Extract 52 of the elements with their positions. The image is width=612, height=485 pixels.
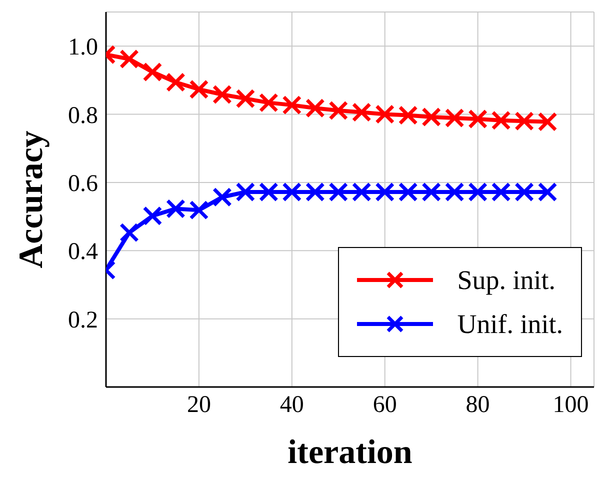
y-tick-label: 0.8: [68, 102, 98, 129]
point: [189, 200, 209, 220]
point: [258, 92, 278, 112]
point: [166, 198, 186, 218]
point: [328, 100, 348, 120]
point: [538, 112, 558, 132]
point: [166, 72, 186, 92]
point: [236, 88, 256, 108]
y-tick-label: 0.6: [68, 170, 98, 197]
point: [282, 95, 302, 115]
point: [142, 206, 162, 226]
point: [119, 222, 139, 242]
point: [375, 104, 395, 124]
point: [305, 182, 325, 202]
point: [352, 102, 372, 122]
y-tick-label: 0.2: [68, 307, 98, 334]
point: [514, 111, 534, 131]
point: [212, 84, 232, 104]
point: [282, 182, 302, 202]
x-tick-label: 100: [552, 392, 589, 418]
point: [468, 182, 488, 202]
point: [258, 182, 278, 202]
point: [142, 62, 162, 82]
x-tick-label: 40: [280, 392, 304, 418]
point: [375, 182, 395, 202]
point: [491, 182, 511, 202]
point: [352, 182, 372, 202]
point: [491, 110, 511, 130]
x-tick-label: 80: [466, 392, 490, 418]
point: [444, 182, 464, 202]
point: [468, 109, 488, 129]
x-axis-title: iteration: [288, 434, 412, 471]
point: [305, 98, 325, 118]
legend-label: Sup. init.: [457, 264, 556, 297]
point: [236, 182, 256, 202]
point: [398, 182, 418, 202]
y-axis-title: Accuracy: [13, 130, 50, 268]
point: [538, 182, 558, 202]
point: [189, 80, 209, 100]
point: [119, 49, 139, 69]
point: [212, 187, 232, 207]
y-tick-label: 1.0: [68, 34, 98, 61]
point: [444, 108, 464, 128]
point: [328, 182, 348, 202]
point: [514, 182, 534, 202]
point: [398, 106, 418, 126]
point: [422, 107, 442, 127]
x-tick-label: 20: [186, 392, 211, 418]
y-tick-label: 0.4: [68, 239, 98, 266]
point: [422, 182, 442, 202]
x-tick-label: 60: [372, 392, 397, 418]
legend-label: Unif. init.: [457, 308, 563, 341]
